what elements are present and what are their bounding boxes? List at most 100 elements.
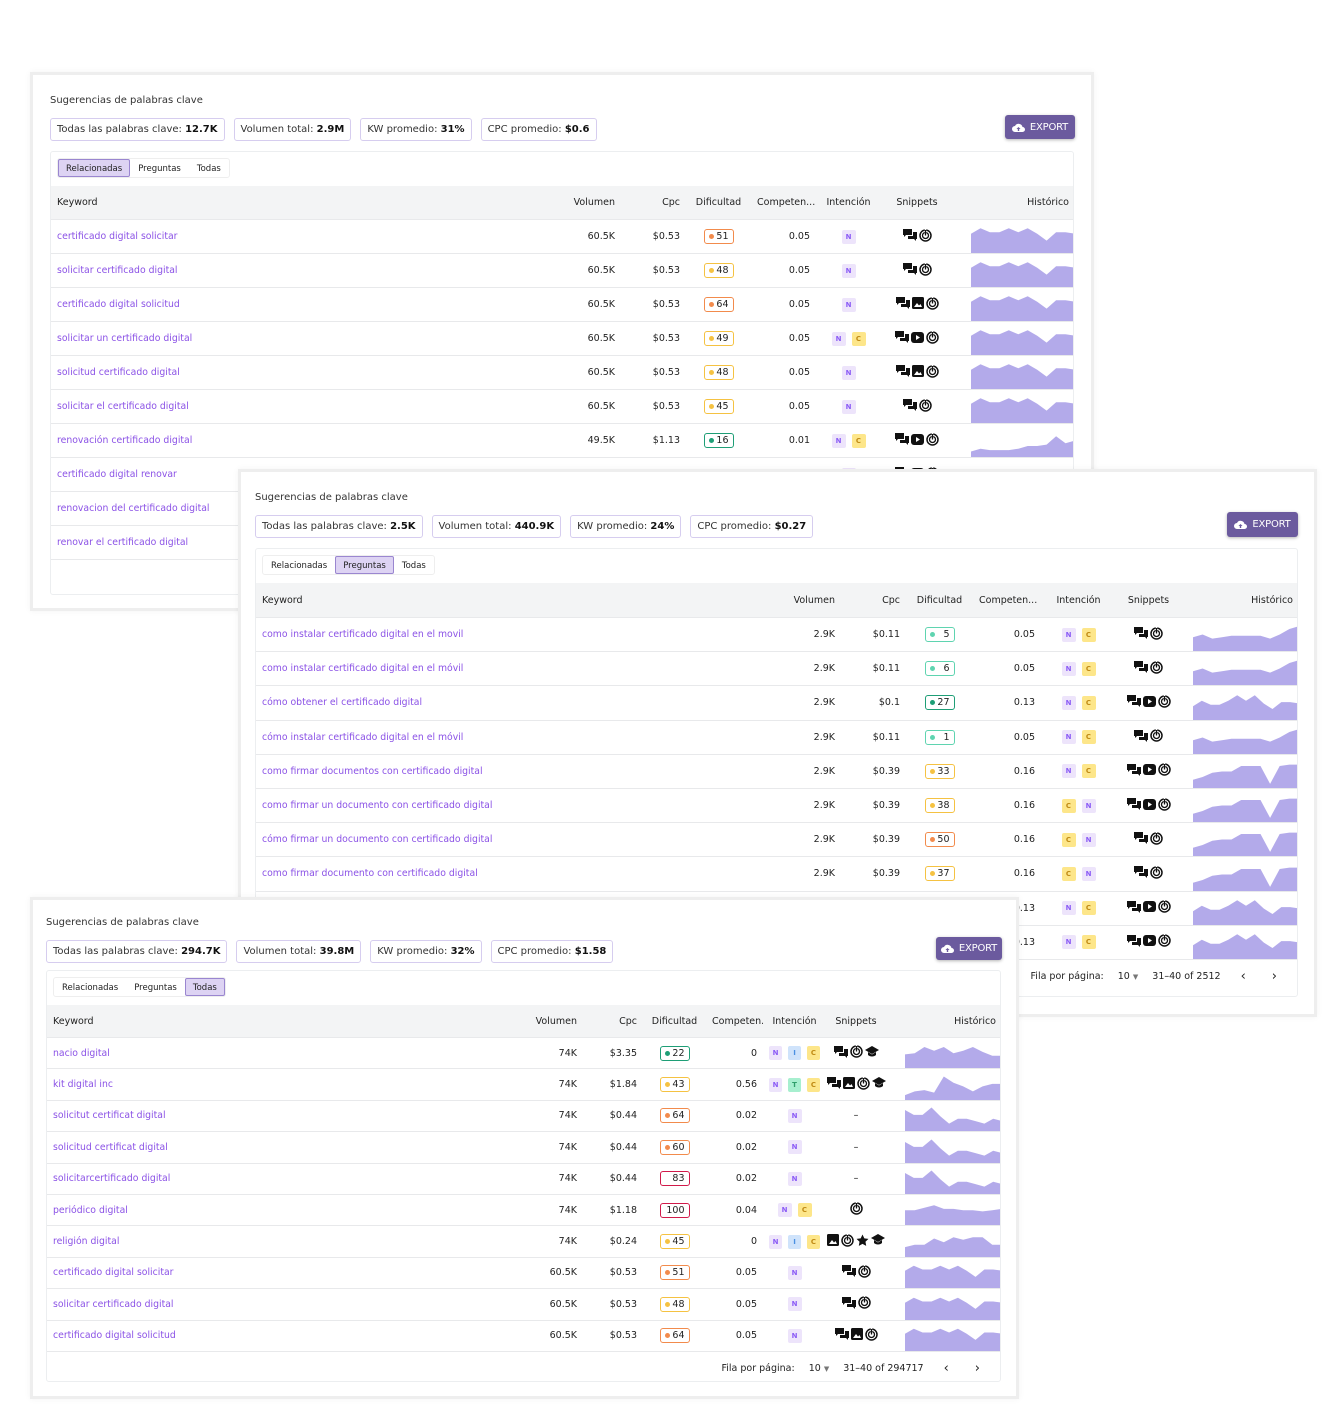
keyword-link[interactable]: solicitar el certificado digital (57, 401, 189, 412)
column-header[interactable]: Snippets (835, 1015, 877, 1027)
keyword-link[interactable]: renovacion del certificado digital (57, 503, 210, 514)
export-button[interactable]: EXPORT (1227, 512, 1298, 537)
keyword-link[interactable]: certificado digital solicitar (53, 1267, 174, 1279)
column-header[interactable]: Intención (826, 197, 871, 208)
keyword-link[interactable]: como firmar un documento con certificado… (262, 800, 493, 812)
column-header[interactable]: Dificultad (651, 1015, 698, 1027)
difficulty-dot (664, 1050, 670, 1056)
keyword-link[interactable]: cómo obtener el certificado digital (262, 697, 423, 709)
tab-todas[interactable]: Todas (196, 164, 221, 174)
snippets-cell (826, 1045, 886, 1061)
cpc-cell: $0.44 (609, 1141, 637, 1153)
difficulty-cell: 64 (643, 1108, 706, 1124)
difficulty-cell: 16 (686, 433, 751, 448)
keyword-link[interactable]: solicitar certificado digital (57, 265, 178, 276)
competition-cell: 0.13 (1013, 902, 1035, 914)
keyword-link[interactable]: como firmar documento con certificado di… (262, 868, 478, 880)
history-sparkline (971, 436, 1073, 457)
keyword-link[interactable]: cómo instalar certificado digital en el … (262, 731, 464, 743)
next-page-button[interactable]: › (974, 1361, 980, 1377)
keyword-link[interactable]: solicitut certificat digital (53, 1110, 166, 1122)
competition-cell: 0.16 (1013, 834, 1035, 846)
keyword-link[interactable]: certificado digital solicitud (57, 299, 180, 310)
keyword-link[interactable]: solicitud certificado digital (57, 367, 180, 378)
column-header[interactable]: Histórico (954, 1015, 996, 1027)
ads-snippet-icon (841, 1233, 854, 1250)
column-header[interactable]: Keyword (262, 594, 303, 606)
keyword-link[interactable]: nacio digital (53, 1047, 110, 1059)
tab-todas[interactable]: Todas (401, 561, 426, 571)
column-header[interactable]: Competen... (712, 1015, 763, 1027)
keyword-link[interactable]: kit digital inc (53, 1079, 114, 1091)
prev-page-button[interactable]: ‹ (1240, 969, 1246, 985)
keyword-link[interactable]: renovar el certificado digital (57, 537, 189, 548)
video-snippet-icon (1142, 901, 1156, 915)
snippets-cell (1116, 729, 1181, 745)
difficulty-badge: 51 (703, 229, 734, 244)
column-header[interactable]: Intención (772, 1015, 817, 1027)
keyword-link[interactable]: cómo firmar un documento con certificado… (262, 834, 493, 846)
column-header[interactable]: Competen... (757, 197, 816, 208)
column-header[interactable]: Volumen (573, 197, 615, 208)
panel-title: Sugerencias de palabras clave (50, 95, 203, 106)
intent-badge-N: N (1081, 798, 1096, 813)
keyword-link[interactable]: certificado digital solicitud (53, 1330, 176, 1342)
tab-todas[interactable]: Todas (184, 978, 225, 996)
keyword-link[interactable]: religión digital (53, 1236, 120, 1248)
column-header[interactable]: Volumen (793, 594, 835, 606)
next-page-button[interactable]: › (1271, 969, 1277, 985)
column-header[interactable]: Histórico (1027, 197, 1069, 208)
tab-preguntas[interactable]: Preguntas (134, 983, 177, 993)
keyword-link[interactable]: renovación certificado digital (57, 435, 193, 446)
sparkline-area (971, 364, 1073, 389)
difficulty-dot (664, 1301, 670, 1307)
column-header[interactable]: Snippets (896, 197, 938, 208)
column-header[interactable]: Snippets (1127, 594, 1170, 606)
table-row: como firmar documentos con certificado d… (256, 755, 1297, 789)
ads-snippet-icon (1157, 900, 1171, 916)
tab-preguntas[interactable]: Preguntas (138, 164, 181, 174)
tab-relacionadas[interactable]: Relacionadas (58, 159, 131, 177)
keyword-panel-all: Sugerencias de palabras clave Todas las p… (30, 897, 1019, 1399)
keyword-link[interactable]: como instalar certificado digital en el … (262, 663, 464, 675)
intent-cell: N (763, 1297, 826, 1312)
tab-relacionadas[interactable]: Relacionadas (271, 561, 328, 571)
keyword-link[interactable]: solicitar un certificado digital (57, 333, 193, 344)
column-header[interactable]: Cpc (619, 1015, 637, 1027)
rows-per-page-select[interactable]: 10 ▼ (1118, 971, 1139, 982)
column-header[interactable]: Dificultad (916, 594, 963, 606)
cpc-cell: $3.35 (609, 1047, 637, 1059)
tab-preguntas[interactable]: Preguntas (335, 556, 394, 574)
column-header[interactable]: Intención (1056, 594, 1101, 606)
rows-per-page-label: Fila por página: (721, 1363, 795, 1375)
column-header[interactable]: Cpc (662, 197, 680, 208)
tab-relacionadas[interactable]: Relacionadas (62, 983, 119, 993)
history-cell (953, 254, 1073, 287)
cloud-upload-icon (1234, 520, 1248, 529)
keyword-link[interactable]: solicitarcertificado digital (53, 1173, 171, 1185)
keyword-link[interactable]: como firmar documentos con certificado d… (262, 765, 483, 777)
history-cell (886, 1132, 1000, 1163)
history-cell (1181, 823, 1297, 857)
competition-cell: 0.05 (788, 265, 810, 276)
keyword-link[interactable]: como instalar certificado digital en el … (262, 629, 464, 641)
column-header[interactable]: Volumen (535, 1015, 577, 1027)
column-header[interactable]: Cpc (882, 594, 900, 606)
keyword-link[interactable]: periódico digital (53, 1204, 128, 1216)
column-header[interactable]: Competen... (979, 594, 1038, 606)
keyword-link[interactable]: solicitud certificat digital (53, 1141, 168, 1153)
prev-page-button[interactable]: ‹ (943, 1361, 949, 1377)
export-button[interactable]: EXPORT (936, 937, 1002, 960)
column-header[interactable]: Keyword (57, 197, 98, 208)
keyword-link[interactable]: solicitar certificado digital (53, 1298, 174, 1310)
keyword-link[interactable]: certificado digital solicitar (57, 231, 178, 242)
export-button[interactable]: EXPORT (1005, 115, 1075, 139)
column-header[interactable]: Histórico (1251, 594, 1293, 606)
column-header[interactable]: Dificultad (695, 197, 742, 208)
column-header[interactable]: Keyword (53, 1015, 94, 1027)
keyword-link[interactable]: certificado digital renovar (57, 469, 177, 480)
rows-per-page-select[interactable]: 10 ▼ (809, 1363, 830, 1374)
difficulty-cell: 51 (643, 1265, 706, 1281)
